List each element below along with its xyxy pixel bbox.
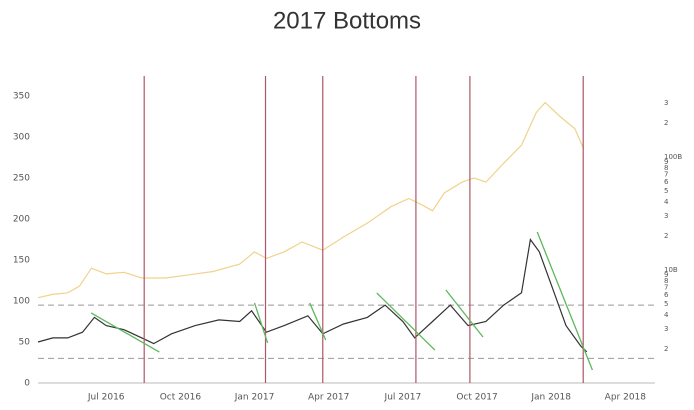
y2-tick-label: 2 bbox=[664, 345, 668, 353]
chart-title: 2017 Bottoms bbox=[273, 7, 421, 34]
y2-tick-label: 3 bbox=[664, 212, 668, 220]
y2-tick-label: 2 bbox=[664, 119, 668, 127]
y-tick-label: 50 bbox=[19, 338, 31, 348]
trend-line bbox=[536, 231, 594, 371]
trend-line bbox=[309, 302, 327, 341]
y2-tick-label: 6 bbox=[664, 291, 669, 299]
trend-line bbox=[253, 302, 269, 344]
x-tick-label: Jan 2018 bbox=[530, 393, 571, 403]
y-tick-label: 200 bbox=[13, 215, 30, 225]
y-tick-label: 0 bbox=[24, 379, 30, 389]
y-tick-label: 150 bbox=[13, 256, 30, 266]
y2-tick-label: 5 bbox=[664, 300, 668, 308]
y2-tick-label: 6 bbox=[664, 178, 669, 186]
y-tick-label: 100 bbox=[13, 297, 30, 307]
y2-tick-label: 8 bbox=[664, 277, 668, 285]
x-tick-label: Jul 2016 bbox=[87, 393, 125, 403]
y2-tick-label: 5 bbox=[664, 187, 668, 195]
y2-tick-label: 3 bbox=[664, 325, 668, 333]
y2-tick-label: 4 bbox=[664, 311, 669, 319]
x-tick-label: Oct 2017 bbox=[456, 393, 497, 403]
y-tick-label: 350 bbox=[13, 92, 30, 102]
y-tick-label: 300 bbox=[13, 133, 30, 143]
x-tick-label: Apr 2017 bbox=[308, 393, 349, 403]
series-line bbox=[37, 101, 585, 299]
y2-tick-label: 9 bbox=[664, 271, 668, 279]
y2-tick-label: 10B bbox=[664, 266, 678, 274]
trend-line bbox=[376, 292, 436, 351]
y2-tick-label: 7 bbox=[664, 171, 668, 179]
x-tick-label: Jan 2017 bbox=[234, 393, 275, 403]
trend-line bbox=[90, 312, 160, 353]
y2-tick-label: 4 bbox=[664, 198, 669, 206]
y2-tick-label: 9 bbox=[664, 158, 668, 166]
y-tick-label: 250 bbox=[13, 174, 30, 184]
y2-tick-label: 7 bbox=[664, 284, 668, 292]
y2-tick-label: 2 bbox=[664, 232, 668, 240]
x-tick-label: Jul 2017 bbox=[384, 393, 422, 403]
y2-tick-label: 8 bbox=[664, 164, 668, 172]
y2-tick-label: 100B bbox=[664, 153, 682, 161]
x-tick-label: Apr 2018 bbox=[605, 393, 647, 403]
y2-tick-label: 3 bbox=[664, 99, 668, 107]
trend-line bbox=[445, 289, 484, 338]
series-line bbox=[37, 237, 588, 353]
x-tick-label: Oct 2016 bbox=[160, 393, 202, 403]
